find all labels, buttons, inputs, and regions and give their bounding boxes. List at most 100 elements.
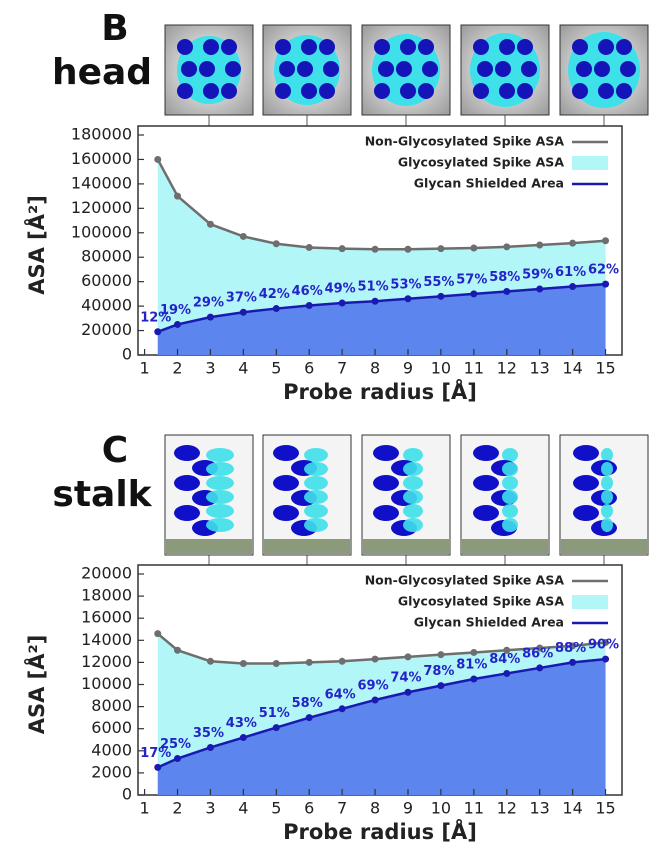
percent-label: 61% bbox=[555, 265, 586, 280]
glycan bbox=[521, 61, 537, 77]
percent-label: 51% bbox=[357, 280, 388, 295]
protein bbox=[403, 448, 423, 462]
membrane bbox=[561, 539, 647, 554]
thumbnail bbox=[559, 24, 649, 116]
non-glycosylated-point bbox=[174, 646, 182, 654]
x-tick-label: 8 bbox=[370, 799, 380, 818]
non-glycosylated-point bbox=[206, 220, 214, 228]
thumbnail bbox=[361, 434, 451, 556]
y-tick-label: 80000 bbox=[81, 247, 132, 266]
glycan bbox=[275, 39, 291, 55]
x-tick-label: 1 bbox=[139, 359, 149, 378]
glycan bbox=[319, 39, 335, 55]
protein bbox=[502, 476, 518, 490]
shielded-point bbox=[470, 675, 478, 683]
glycan bbox=[203, 83, 219, 99]
legend-label: Non-Glycosylated Spike ASA bbox=[365, 573, 565, 588]
x-tick-label: 2 bbox=[172, 799, 182, 818]
non-glycosylated-point bbox=[305, 658, 313, 666]
shielded-point bbox=[503, 287, 511, 295]
glycan bbox=[378, 61, 394, 77]
glycan bbox=[174, 445, 200, 461]
protein bbox=[601, 504, 613, 518]
glycan bbox=[477, 61, 493, 77]
shielded-point bbox=[569, 658, 577, 666]
percent-label: 19% bbox=[160, 303, 191, 318]
protein bbox=[502, 518, 518, 532]
glycan bbox=[396, 61, 412, 77]
percent-label: 81% bbox=[456, 657, 487, 672]
shielded-point bbox=[536, 285, 544, 293]
y-tick-label: 20000 bbox=[81, 564, 132, 583]
non-glycosylated-point bbox=[437, 651, 445, 659]
thumbnail bbox=[164, 24, 254, 116]
non-glycosylated-point bbox=[174, 192, 182, 200]
x-tick-label: 12 bbox=[497, 799, 517, 818]
glycan bbox=[598, 39, 614, 55]
percent-label: 25% bbox=[160, 737, 191, 752]
x-tick-label: 7 bbox=[337, 799, 347, 818]
glycan bbox=[594, 61, 610, 77]
non-glycosylated-point bbox=[404, 245, 412, 253]
membrane bbox=[166, 539, 252, 554]
shielded-point bbox=[206, 313, 214, 321]
percent-label: 42% bbox=[259, 287, 290, 302]
glycan bbox=[573, 505, 599, 521]
shielded-point bbox=[305, 714, 313, 722]
shielded-point bbox=[371, 297, 379, 305]
x-tick-label: 6 bbox=[304, 799, 314, 818]
protein bbox=[206, 490, 234, 504]
shielded-point bbox=[239, 734, 247, 742]
x-tick-label: 5 bbox=[271, 799, 281, 818]
glycan bbox=[199, 61, 215, 77]
thumbnail bbox=[262, 24, 352, 116]
x-tick-label: 1 bbox=[139, 799, 149, 818]
panel-label: B bbox=[101, 8, 128, 49]
protein bbox=[304, 476, 328, 490]
percent-label: 58% bbox=[292, 696, 323, 711]
glycan bbox=[400, 83, 416, 99]
y-tick-label: 10000 bbox=[81, 674, 132, 693]
glycan bbox=[473, 475, 499, 491]
shielded-point bbox=[602, 655, 610, 663]
non-glycosylated-point bbox=[154, 155, 162, 163]
y-tick-label: 40000 bbox=[81, 296, 132, 315]
glycan bbox=[221, 83, 237, 99]
protein bbox=[601, 490, 613, 504]
glycan bbox=[275, 83, 291, 99]
protein bbox=[403, 476, 423, 490]
protein bbox=[206, 462, 234, 476]
protein bbox=[304, 490, 328, 504]
legend-label: Non-Glycosylated Spike ASA bbox=[365, 134, 565, 149]
glycan bbox=[177, 83, 193, 99]
non-glycosylated-point bbox=[206, 657, 214, 665]
glycan bbox=[418, 83, 434, 99]
glycan bbox=[473, 505, 499, 521]
y-tick-label: 120000 bbox=[71, 198, 132, 217]
non-glycosylated-point bbox=[602, 639, 610, 647]
x-tick-label: 6 bbox=[304, 359, 314, 378]
percent-label: 57% bbox=[456, 272, 487, 287]
x-tick-label: 4 bbox=[238, 799, 248, 818]
shielded-point bbox=[239, 308, 247, 316]
glycan bbox=[181, 61, 197, 77]
shielded-point bbox=[154, 763, 162, 771]
x-tick-label: 13 bbox=[530, 799, 550, 818]
non-glycosylated-point bbox=[154, 630, 162, 638]
shielded-point bbox=[503, 669, 511, 677]
glycan bbox=[517, 39, 533, 55]
glycan bbox=[400, 39, 416, 55]
percent-label: 49% bbox=[325, 282, 356, 297]
x-tick-label: 12 bbox=[497, 359, 517, 378]
shielded-point bbox=[174, 320, 182, 328]
percent-label: 29% bbox=[193, 296, 224, 311]
y-tick-label: 20000 bbox=[81, 320, 132, 339]
x-tick-label: 8 bbox=[370, 359, 380, 378]
percent-label: 84% bbox=[489, 652, 520, 667]
shielded-point bbox=[371, 696, 379, 704]
x-tick-label: 15 bbox=[595, 799, 615, 818]
percent-label: 59% bbox=[522, 268, 553, 283]
thumbnail bbox=[460, 24, 550, 116]
x-tick-label: 11 bbox=[464, 799, 484, 818]
